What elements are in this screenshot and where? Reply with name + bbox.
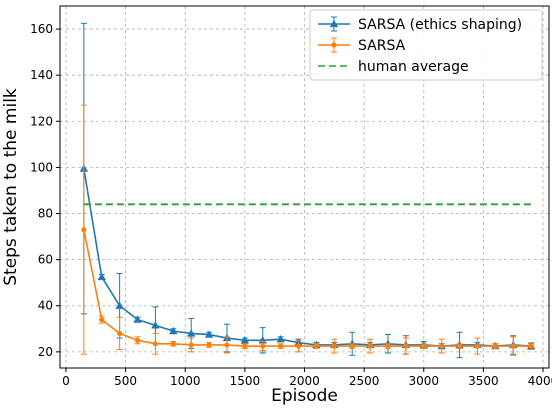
legend-entries: SARSA (ethics shaping) SARSA human average <box>318 16 522 75</box>
y-tick-label: 60 <box>38 253 53 267</box>
x-tick-label: 4000 <box>528 374 552 388</box>
x-axis-label: Episode <box>271 386 338 406</box>
y-tick-label: 120 <box>30 114 53 128</box>
legend-marker <box>331 42 337 48</box>
data-point <box>276 334 285 343</box>
y-tick-label: 40 <box>38 299 53 313</box>
data-point <box>152 341 159 347</box>
x-tick-label: 3000 <box>408 374 439 388</box>
data-point <box>439 343 445 349</box>
y-tick-label: 160 <box>30 22 53 36</box>
data-point <box>206 342 212 348</box>
x-tick-label: 1000 <box>170 374 201 388</box>
data-point <box>421 343 427 349</box>
legend-entry: SARSA <box>318 37 406 54</box>
data-point <box>188 342 194 348</box>
axis-ticks: 0 500 1000 1500 2000 2500 3000 3500 4000 20 40 60 80… <box>30 22 552 388</box>
legend-label: SARSA <box>358 38 406 54</box>
data-point <box>403 343 409 349</box>
legend: SARSA (ethics shaping) SARSA human average <box>309 9 543 81</box>
data-point <box>115 301 124 309</box>
data-point <box>170 341 176 347</box>
legend-entry: SARSA (ethics shaping) <box>318 16 522 33</box>
y-axis-label: Steps taken to the milk <box>1 88 21 286</box>
data-point <box>186 329 196 337</box>
data-point <box>151 321 160 329</box>
data-point <box>134 337 141 343</box>
data-point <box>99 316 105 323</box>
data-point <box>367 343 373 349</box>
x-tick-label: 500 <box>114 374 137 388</box>
data-point <box>295 343 302 349</box>
x-tick-label: 3500 <box>468 374 499 388</box>
data-point <box>117 330 123 337</box>
data-point <box>474 343 481 349</box>
y-tick-label: 100 <box>30 160 53 174</box>
series-2 <box>80 104 535 356</box>
x-tick-label: 0 <box>62 374 70 388</box>
data-point <box>97 272 106 281</box>
data-point <box>133 315 142 323</box>
data-point <box>278 343 284 349</box>
legend-marker <box>329 19 339 28</box>
legend-label: human average <box>358 59 469 75</box>
y-tick-label: 20 <box>38 345 53 359</box>
data-point <box>528 343 534 349</box>
data-point <box>204 330 214 338</box>
data-point <box>242 343 248 349</box>
legend-entry: human average <box>318 59 469 75</box>
legend-label: SARSA (ethics shaping) <box>358 17 522 33</box>
data-point <box>492 343 498 349</box>
x-tick-label: 2000 <box>289 374 320 388</box>
data-point <box>456 343 463 349</box>
series-layer <box>79 22 536 359</box>
x-tick-label: 2500 <box>349 374 380 388</box>
data-point <box>349 343 355 349</box>
series-line <box>83 229 532 347</box>
data-point <box>510 343 516 349</box>
legend-box <box>309 9 543 81</box>
data-point <box>385 343 391 349</box>
data-point <box>260 343 266 349</box>
data-point <box>224 342 230 348</box>
data-point <box>313 343 320 349</box>
series-line <box>83 168 532 347</box>
data-point <box>81 227 87 233</box>
y-tick-label: 80 <box>38 207 53 221</box>
y-tick-label: 140 <box>30 68 53 82</box>
x-tick-label: 1500 <box>230 374 261 388</box>
data-point <box>169 326 178 335</box>
data-point <box>331 343 337 349</box>
data-point <box>240 336 250 344</box>
